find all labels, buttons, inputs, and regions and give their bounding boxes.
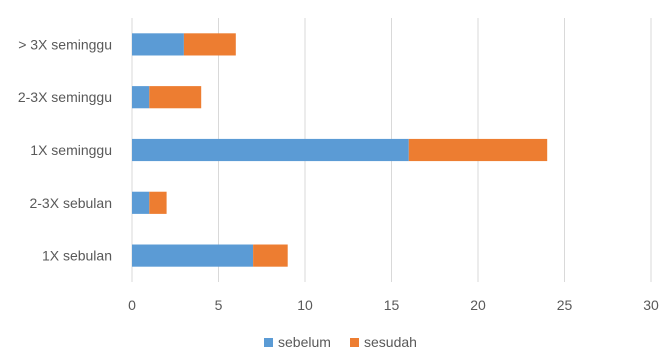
x-tick-label-5: 5 xyxy=(215,297,223,313)
bars xyxy=(132,33,548,267)
bar-sesudah-2 xyxy=(408,138,548,162)
bar-sebelum-3 xyxy=(132,86,150,109)
x-tick-label-0: 0 xyxy=(128,297,136,313)
bar-sebelum-4 xyxy=(132,33,184,56)
y-category-label-0: 1X sebulan xyxy=(42,248,112,264)
x-axis-tick-labels: 0 5 10 15 20 25 30 xyxy=(128,297,659,313)
bar-sebelum-1 xyxy=(132,191,150,214)
bar-sesudah-1 xyxy=(149,191,167,214)
y-axis-category-labels: 1X sebulan 2-3X sebulan 1X seminggu 2-3X se… xyxy=(18,36,112,263)
y-category-label-3: 2-3X seminggu xyxy=(18,89,112,105)
bar-sesudah-0 xyxy=(253,244,288,267)
x-tick-label-25: 25 xyxy=(557,297,573,313)
y-category-label-4: > 3X seminggu xyxy=(18,36,112,52)
legend-swatch-sebelum xyxy=(264,338,273,347)
bar-sesudah-4 xyxy=(183,33,236,56)
y-category-label-2: 1X seminggu xyxy=(30,142,112,158)
x-tick-label-15: 15 xyxy=(384,297,400,313)
y-category-label-1: 2-3X sebulan xyxy=(29,195,112,211)
legend-label-sesudah: sesudah xyxy=(364,334,417,350)
legend: sebelum sesudah xyxy=(264,334,417,350)
bar-sebelum-0 xyxy=(132,244,254,267)
x-tick-label-20: 20 xyxy=(470,297,486,313)
x-tick-label-10: 10 xyxy=(297,297,313,313)
legend-swatch-sesudah xyxy=(350,338,359,347)
x-tick-label-30: 30 xyxy=(643,297,659,313)
legend-label-sebelum: sebelum xyxy=(278,334,331,350)
bar-sebelum-2 xyxy=(132,138,409,162)
bar-sesudah-3 xyxy=(149,86,202,109)
